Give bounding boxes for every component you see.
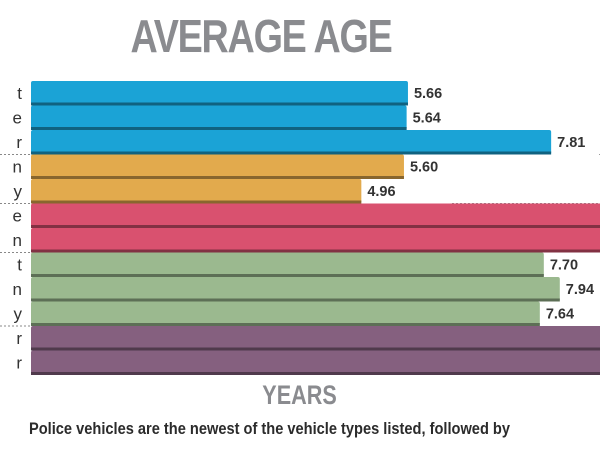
bar bbox=[31, 179, 362, 204]
bar bbox=[31, 203, 600, 228]
bar-edge bbox=[31, 274, 544, 277]
bar bbox=[31, 130, 552, 155]
category-label: t bbox=[17, 84, 22, 103]
bar-edge bbox=[31, 176, 404, 179]
value-label: 7.70 bbox=[550, 258, 578, 274]
category-label: e bbox=[13, 109, 22, 128]
bar bbox=[31, 154, 404, 179]
value-label: 7.81 bbox=[557, 135, 585, 151]
chart-title: AVERAGE AGE bbox=[130, 10, 392, 62]
bar bbox=[31, 105, 407, 130]
bar bbox=[31, 326, 600, 351]
value-label: 5.60 bbox=[410, 160, 438, 176]
value-label: 5.64 bbox=[413, 111, 441, 127]
category-label: e bbox=[13, 207, 22, 226]
category-label: t bbox=[17, 256, 22, 275]
bar bbox=[31, 350, 600, 375]
chart-caption: Police vehicles are the newest of the ve… bbox=[29, 419, 511, 438]
bar bbox=[31, 252, 544, 277]
bar-edge bbox=[31, 200, 362, 204]
value-label: 4.96 bbox=[367, 184, 395, 200]
category-label: y bbox=[14, 182, 23, 201]
bar-edge bbox=[31, 102, 408, 106]
value-label: 7.64 bbox=[546, 307, 574, 323]
category-label: n bbox=[13, 231, 22, 250]
bar-edge bbox=[31, 151, 552, 155]
value-label: 5.66 bbox=[414, 86, 442, 102]
category-label: r bbox=[16, 133, 22, 152]
bar-edge bbox=[31, 323, 540, 326]
x-axis-label: YEARS bbox=[262, 380, 338, 410]
bar-edge bbox=[31, 372, 600, 375]
category-label: y bbox=[14, 305, 23, 324]
bar-edge bbox=[31, 225, 600, 228]
bar bbox=[31, 277, 560, 302]
bar bbox=[31, 301, 540, 326]
category-label: r bbox=[16, 354, 22, 373]
category-label: n bbox=[13, 158, 22, 177]
value-label: 7.94 bbox=[566, 282, 594, 298]
bar bbox=[31, 228, 600, 253]
bar-edge bbox=[31, 298, 560, 302]
bar-edge bbox=[31, 347, 600, 351]
bar-edge bbox=[31, 249, 600, 253]
x-axis-label-wrap: YEARS bbox=[238, 380, 362, 410]
bar bbox=[31, 81, 408, 106]
category-label: n bbox=[13, 280, 22, 299]
category-label: r bbox=[16, 329, 22, 348]
bar-edge bbox=[31, 127, 407, 130]
